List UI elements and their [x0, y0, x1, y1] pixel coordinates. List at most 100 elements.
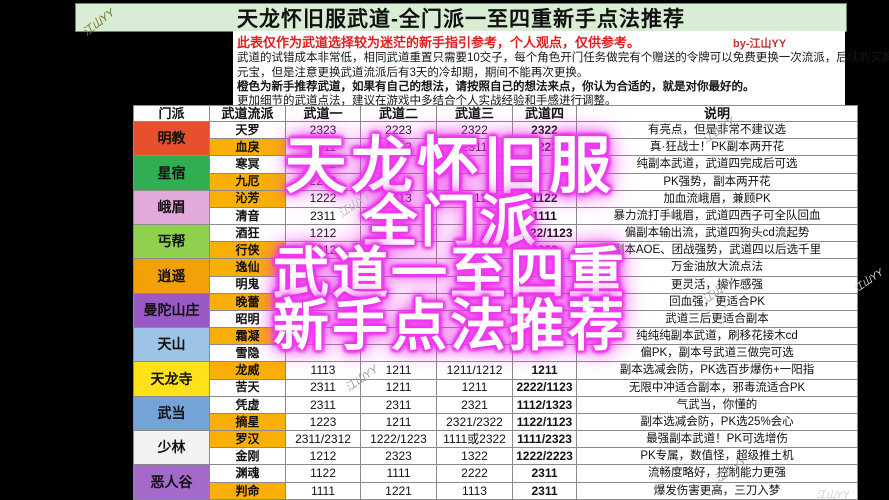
column-header: 武道三	[436, 105, 513, 122]
wudao-value-cell: 2222	[512, 138, 577, 157]
wudao-value-cell	[512, 309, 577, 329]
sect-cell: 曼陀山庄	[133, 292, 210, 329]
stream-cell: 凭虚	[209, 395, 286, 414]
wudao-value-cell	[285, 258, 361, 277]
column-header: 武道一	[285, 105, 361, 122]
wudao-value-cell: 2222/1123	[512, 378, 577, 397]
desc-cell: 副本AOE、团战强势，武道四以后选千里	[576, 241, 858, 260]
wudao-value-cell	[285, 275, 361, 294]
table-row: 判命 1111 1221 1113 2311 爆发伤害更高，三刀入梦	[134, 481, 858, 500]
table-row: 逍遥 逸仙 万金油放大流点法	[133, 258, 858, 294]
wudao-value-cell	[436, 155, 513, 174]
stream-cell: 摘星	[209, 412, 286, 432]
table-row: 摘星 1223 1211 2321/2322 1122/1123 副本选减会防，PK选25…	[134, 412, 858, 432]
wudao-value-cell: 1113	[436, 481, 513, 500]
wudao-value-cell	[285, 327, 361, 346]
desc-cell: 纯纯纯副本武道，刷移花接木cd	[576, 327, 858, 346]
sect-cell: 丐帮	[133, 224, 210, 260]
wudao-value-cell: 2311	[285, 395, 361, 414]
wudao-value-cell	[360, 344, 437, 363]
subtitle-text: 此表仅作为武道选择较为迷茫的新手指引参考，个人观点，仅供参考。	[237, 35, 641, 50]
table-row: 丐帮 酒狂 1212 1222/1123 偏副本输出流，武道四狗头cd流起势	[133, 224, 858, 260]
table-header-row: 门派 武道流派 武道一 武道二 武道三 武道四 说明	[133, 105, 858, 122]
table-row: 星宿 寒冥 1122 纯副本武道，武道四完成后可选	[133, 155, 858, 191]
wudao-value-cell	[512, 172, 577, 191]
table-row: 曼陀山庄 晚蕾 回血强，更适合PK	[133, 292, 858, 329]
desc-cell: 更灵活，操作感强	[576, 275, 858, 294]
stream-cell: 渊魂	[209, 464, 286, 483]
table-row: 金刚 1212 2323 1322 1222/2223 PK专属，数值怪，超级推土机	[134, 447, 858, 466]
wudao-value-cell	[436, 224, 513, 243]
column-header: 门派	[133, 105, 210, 122]
wudao-value-cell: 2322	[512, 120, 577, 140]
wudao-value-cell: 1221	[360, 481, 437, 500]
wudao-value-cell	[360, 224, 437, 243]
table-row: 雪隐 偏PK，副本号武道三做完可选	[134, 344, 858, 363]
wudao-value-cell: 1211	[436, 378, 513, 397]
wudao-value-cell: 1211	[360, 412, 437, 432]
wudao-value-cell: 1222	[285, 189, 361, 208]
table-row: 峨眉 沁芳 1222 2313 1111 1122 加血流峨眉，兼顾PK	[133, 189, 858, 226]
wudao-value-cell: 2212	[285, 172, 361, 191]
stream-cell: 龙威	[209, 361, 286, 380]
wudao-value-cell	[360, 292, 437, 311]
sect-cell: 星宿	[133, 155, 210, 191]
wudao-value-cell: 1222/1223	[360, 430, 437, 449]
wudao-value-cell	[512, 275, 577, 294]
wudao-value-cell: 1111或2322	[436, 430, 513, 449]
stream-cell: 天罗	[209, 120, 286, 140]
wudao-value-cell	[436, 309, 513, 329]
note-line-3: 橙色为新手推荐武道，如果有自己的想法，请按照自己的想法来点，你认为合适的，就是对…	[237, 81, 755, 93]
wudao-value-cell: 2223	[360, 120, 437, 140]
sect-cell: 明教	[133, 120, 210, 157]
stream-cell: 九厄	[209, 172, 286, 191]
wudao-value-cell	[360, 172, 437, 191]
desc-cell: 武道三后更适合副本	[576, 309, 858, 329]
wudao-value-cell: 2322	[436, 120, 513, 140]
table-row: 恶人谷 渊魂 1122 1111 2222 2311 流畅度略好，控制能力更强	[133, 464, 858, 500]
stream-cell: 判命	[209, 481, 286, 500]
wudao-value-cell: 2311/2312	[285, 430, 361, 449]
stream-cell: 寒冥	[209, 155, 286, 174]
desc-cell: 偏副本输出流，武道四狗头cd流起势	[576, 224, 858, 243]
wudao-value-cell: 2323	[285, 120, 361, 140]
stream-cell: 明鬼	[209, 275, 286, 294]
wudao-value-cell	[436, 344, 513, 363]
desc-cell: 加血流峨眉，兼顾PK	[576, 189, 858, 208]
column-header: 说明	[576, 105, 858, 122]
stream-cell: 罗汉	[209, 430, 286, 449]
wudao-table: 门派 武道流派 武道一 武道二 武道三 武道四 说明 明教 天罗 2323 2223 2322 232…	[133, 105, 858, 500]
table-row: 血戾 2311 1223 2311 2222 真·狂战士！PK副本两开花	[134, 138, 858, 157]
wudao-value-cell: 2311	[285, 138, 361, 157]
wudao-value-cell: 1111	[360, 464, 437, 483]
wudao-value-cell: 2321	[436, 395, 513, 414]
table-row: 少林 罗汉 2311/2312 1222/1223 1111或2322 1111/2323…	[133, 430, 858, 466]
sect-cell: 天龙寺	[133, 361, 210, 397]
desc-cell: 暴力流打手峨眉，武道四西子可全队回血	[576, 206, 858, 226]
wudao-value-cell: 2311	[285, 378, 361, 397]
desc-cell: 真·狂战士！PK副本两开花	[576, 138, 858, 157]
wudao-value-cell: 1322	[436, 447, 513, 466]
wudao-value-cell: 1112/1323	[512, 395, 577, 414]
wudao-value-cell: 1111/2323	[512, 430, 577, 449]
wudao-value-cell: 1122	[285, 155, 361, 174]
stream-cell: 酒狂	[209, 224, 286, 243]
stream-cell: 血戾	[209, 138, 286, 157]
stream-cell: 清音	[209, 206, 286, 226]
wudao-value-cell	[436, 241, 513, 260]
desc-cell: 回血强，更适合PK	[576, 292, 858, 311]
wudao-value-cell	[360, 206, 437, 226]
wudao-value-cell	[436, 327, 513, 346]
wudao-value-cell: 2311	[285, 206, 361, 226]
table-row: 九厄 2212 PK强势，副本两开花	[134, 172, 858, 191]
sect-cell: 武当	[133, 395, 210, 432]
sect-cell: 恶人谷	[133, 464, 210, 500]
desc-cell: 副本选减会防，PK选25%会心	[576, 412, 858, 432]
wudao-value-cell: 2312	[285, 241, 361, 260]
desc-cell: 无限中冲适合副本，邪毒流适合PK	[576, 378, 858, 397]
wudao-value-cell	[436, 172, 513, 191]
stream-cell: 霜凝	[209, 327, 286, 346]
column-header: 武道二	[360, 105, 437, 122]
desc-cell: 流畅度略好，控制能力更强	[576, 464, 858, 483]
